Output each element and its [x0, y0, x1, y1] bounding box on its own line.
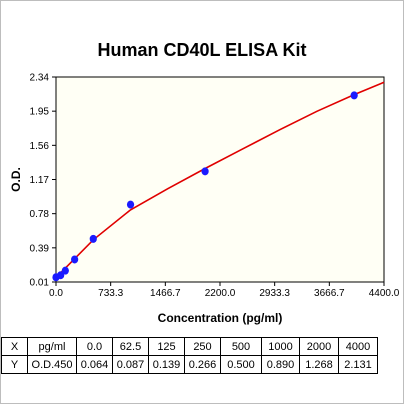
- table-cell: 0.0: [76, 337, 113, 356]
- data-point: [201, 167, 209, 176]
- table-cell: 62.5: [112, 337, 149, 356]
- table-cell: 0.500: [220, 355, 262, 374]
- table-cell: 0.087: [112, 355, 149, 374]
- table-cell: 1000: [261, 337, 300, 356]
- x-tick-label: 1466.7: [150, 288, 181, 299]
- table-cell: X: [1, 337, 28, 356]
- table-cell: pg/ml: [27, 337, 77, 356]
- y-tick-label: 1.56: [30, 141, 50, 152]
- fit-curve: [55, 81, 385, 279]
- data-point: [57, 271, 65, 280]
- y-tick-label: 1.95: [30, 107, 50, 118]
- x-axis-title: Concentration (pg/ml): [158, 311, 283, 325]
- table-cell: 0.064: [76, 355, 113, 374]
- y-tick-label: 0.39: [30, 243, 50, 254]
- x-tick-label: 733.3: [98, 288, 123, 299]
- x-tick-label: 2933.3: [259, 288, 290, 299]
- data-point: [61, 266, 69, 275]
- table-cell: 4000: [338, 337, 378, 356]
- y-tick-label: 1.17: [30, 175, 50, 186]
- y-tick-label: 0.78: [30, 209, 50, 220]
- data-points: [52, 91, 358, 282]
- data-point: [126, 200, 135, 209]
- y-axis-title: O.D.: [9, 167, 23, 192]
- axis-ticks: 0.0 733.3 1466.7 2200.0 2933.3 3666.7 4400.0 0.…: [30, 73, 400, 300]
- chart-title: Human CD40L ELISA Kit: [97, 40, 307, 60]
- table-cell: 0.266: [184, 355, 221, 374]
- table-cell: 125: [148, 337, 185, 356]
- table-cell: Y: [1, 355, 28, 374]
- table-cell: 0.890: [261, 355, 300, 374]
- x-tick-label: 0.0: [49, 288, 63, 299]
- data-point: [350, 91, 358, 100]
- x-tick-label: 3666.7: [314, 288, 345, 299]
- x-tick-label: 2200.0: [205, 288, 236, 299]
- table-cell: 2.131: [338, 355, 378, 374]
- table-row: Y O.D.450 0.064 0.087 0.139 0.266 0.500 0.890 1.…: [1, 355, 378, 374]
- table-cell: O.D.450: [27, 355, 77, 374]
- y-tick-label: 0.01: [30, 278, 50, 289]
- data-point: [89, 234, 97, 243]
- table-cell: 0.139: [148, 355, 185, 374]
- table-cell: 500: [220, 337, 262, 356]
- table-cell: 2000: [299, 337, 339, 356]
- x-tick-label: 4400.0: [369, 288, 400, 299]
- table-cell: 250: [184, 337, 221, 356]
- table-cell: 1.268: [299, 355, 339, 374]
- data-point: [71, 255, 79, 264]
- plot-area: [55, 76, 385, 283]
- y-tick-label: 2.34: [30, 73, 50, 84]
